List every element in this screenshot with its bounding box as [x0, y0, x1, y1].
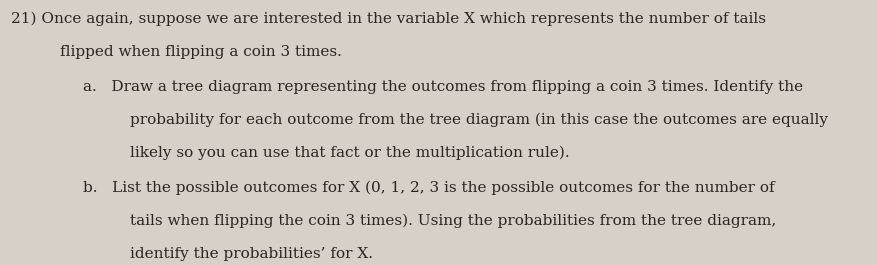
Text: b.   List the possible outcomes for X (0, 1, 2, 3 is the possible outcomes for t: b. List the possible outcomes for X (0, … — [83, 181, 775, 195]
Text: a.   Draw a tree diagram representing the outcomes from flipping a coin 3 times.: a. Draw a tree diagram representing the … — [83, 80, 803, 94]
Text: identify the probabilities’ for X.: identify the probabilities’ for X. — [130, 247, 373, 261]
Text: flipped when flipping a coin 3 times.: flipped when flipping a coin 3 times. — [60, 45, 341, 59]
Text: 21) Once again, suppose we are interested in the variable X which represents the: 21) Once again, suppose we are intereste… — [11, 12, 766, 26]
Text: probability for each outcome from the tree diagram (in this case the outcomes ar: probability for each outcome from the tr… — [130, 113, 828, 127]
Text: tails when flipping the coin 3 times). Using the probabilities from the tree dia: tails when flipping the coin 3 times). U… — [130, 214, 776, 228]
Text: likely so you can use that fact or the multiplication rule).: likely so you can use that fact or the m… — [130, 146, 569, 160]
